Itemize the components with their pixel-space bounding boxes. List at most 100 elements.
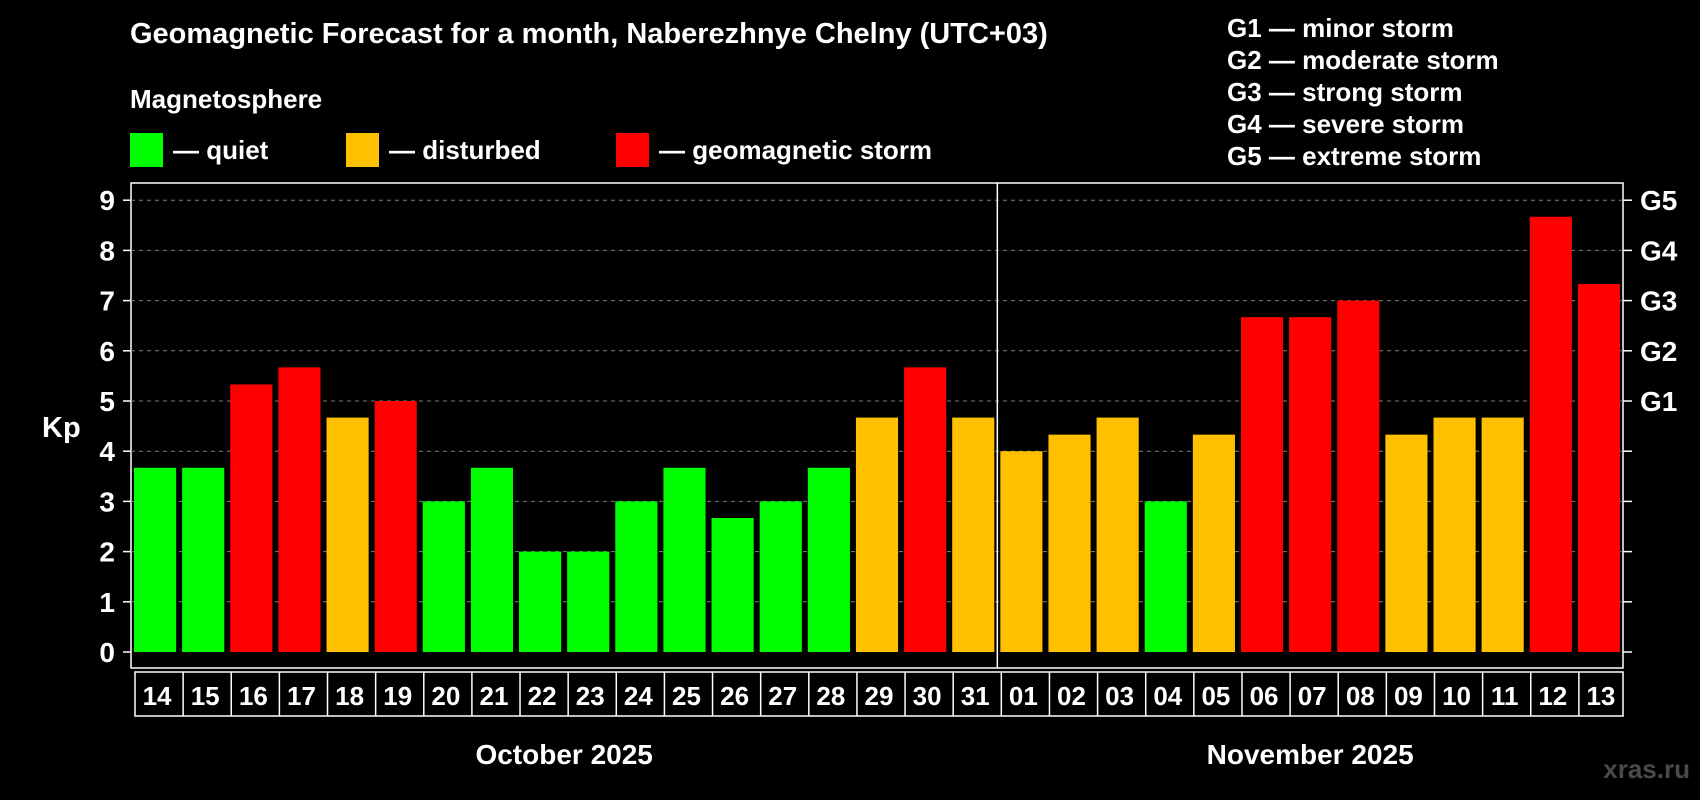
legend-label-disturbed: — disturbed: [389, 134, 541, 165]
date-label: 23: [576, 681, 605, 711]
date-label: 17: [287, 681, 316, 711]
date-label: 26: [720, 681, 749, 711]
date-label: 22: [528, 681, 557, 711]
legend-item-disturbed: — disturbed: [346, 133, 541, 167]
storm-scale-g5: G5 — extreme storm: [1227, 141, 1482, 171]
bar-disturbed: [1433, 417, 1476, 652]
y-axis-label: Kp: [42, 412, 81, 444]
bar-storm: [904, 367, 947, 652]
y-tick-label: 9: [99, 185, 115, 216]
date-label: 18: [335, 681, 364, 711]
bar-quiet: [711, 517, 754, 652]
y-tick-label: 3: [99, 486, 115, 517]
date-label: 07: [1298, 681, 1327, 711]
bar-disturbed: [1192, 434, 1235, 652]
storm-scale-g3: G3 — strong storm: [1227, 77, 1463, 107]
date-label: 27: [768, 681, 797, 711]
date-label: 29: [865, 681, 894, 711]
bar-storm: [1337, 300, 1380, 652]
y-tick-label: 0: [99, 637, 115, 668]
legend-swatch-quiet: [130, 133, 163, 167]
storm-scale-legend: G1 — minor storm G2 — moderate storm G3 …: [1227, 12, 1499, 172]
bar-storm: [230, 384, 273, 652]
date-label: 15: [191, 681, 220, 711]
y-tick-label: 4: [99, 436, 115, 467]
date-label: 04: [1153, 681, 1182, 711]
bar-storm: [1577, 284, 1620, 652]
date-label: 05: [1201, 681, 1230, 711]
y-tick-label: 6: [99, 336, 115, 367]
g-scale-label: G1: [1640, 386, 1677, 417]
date-axis-frame: [134, 671, 1624, 717]
storm-scale-g1: G1 — minor storm: [1227, 13, 1454, 43]
legend-swatch-disturbed: [346, 133, 379, 167]
date-label: 24: [624, 681, 653, 711]
bar-quiet: [422, 501, 465, 652]
bar-storm: [1529, 216, 1572, 653]
bar-disturbed: [1096, 417, 1139, 652]
y-tick-label: 5: [99, 386, 115, 417]
date-label: 19: [383, 681, 412, 711]
y-tick-label: 7: [99, 286, 115, 317]
date-label: 28: [816, 681, 845, 711]
bar-quiet: [1144, 501, 1187, 652]
bar-disturbed: [326, 417, 369, 652]
bar-disturbed: [952, 417, 995, 652]
legend-label-quiet: — quiet: [173, 134, 269, 165]
date-label: 21: [480, 681, 509, 711]
date-label: 11: [1491, 681, 1519, 711]
bar-storm: [374, 401, 417, 652]
bar-quiet: [807, 467, 850, 652]
plot-frame: [130, 182, 1624, 669]
date-label: 25: [672, 681, 701, 711]
bar-disturbed: [855, 417, 899, 652]
bar-quiet: [663, 467, 706, 652]
legend-label-storm: — geomagnetic storm: [659, 134, 933, 165]
storm-scale-g4: G4 — severe storm: [1227, 109, 1465, 139]
y-tick-label: 1: [99, 587, 115, 618]
bar-quiet: [182, 467, 225, 652]
y-tick-label: 8: [99, 235, 115, 266]
bar-disturbed: [1385, 434, 1428, 652]
y-tick-label: 2: [99, 537, 115, 568]
bar-storm: [1240, 317, 1284, 652]
g-scale-label: G4: [1640, 235, 1678, 266]
month-label: November 2025: [1207, 739, 1414, 770]
legend-item-storm: — geomagnetic storm: [616, 133, 932, 167]
date-label: 10: [1442, 681, 1471, 711]
date-label: 03: [1105, 681, 1134, 711]
month-label: October 2025: [475, 739, 652, 770]
chart-title: Geomagnetic Forecast for a month, Nabere…: [130, 18, 1048, 50]
bar-disturbed: [1048, 434, 1091, 652]
bar-disturbed: [1481, 417, 1524, 652]
date-label: 16: [239, 681, 268, 711]
storm-scale-g2: G2 — moderate storm: [1227, 45, 1499, 75]
date-label: 30: [913, 681, 942, 711]
date-label: 13: [1586, 681, 1615, 711]
date-label: 14: [143, 681, 172, 711]
date-label: 09: [1394, 681, 1423, 711]
date-label: 02: [1057, 681, 1086, 711]
bar-quiet: [519, 551, 562, 652]
date-label: 31: [961, 681, 990, 711]
g-scale-label: G5: [1640, 185, 1677, 216]
bar-quiet: [134, 467, 177, 652]
bar-quiet: [567, 551, 610, 652]
date-label: 20: [431, 681, 460, 711]
date-label: 08: [1346, 681, 1375, 711]
g-scale-label: G2: [1640, 336, 1677, 367]
bar-storm: [278, 367, 321, 652]
bar-quiet: [615, 501, 658, 652]
bar-quiet: [759, 501, 802, 652]
legend-item-quiet: — quiet: [130, 133, 268, 167]
date-label: 01: [1009, 681, 1038, 711]
date-label: 12: [1538, 681, 1567, 711]
bar-disturbed: [1000, 451, 1043, 652]
g-scale-label: G3: [1640, 286, 1677, 317]
date-label: 06: [1250, 681, 1279, 711]
watermark: xras.ru: [1603, 754, 1690, 784]
legend-heading: Magnetosphere: [130, 84, 323, 114]
legend-swatch-storm: [616, 133, 649, 167]
bar-storm: [1289, 317, 1332, 652]
